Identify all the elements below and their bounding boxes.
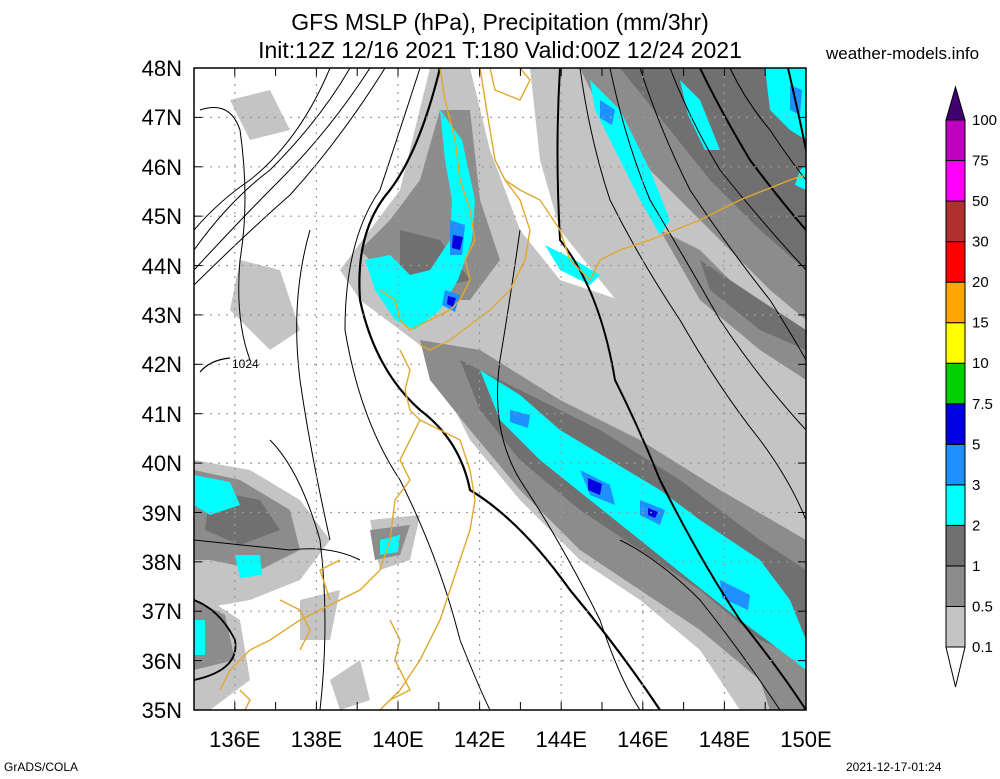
- colorbar-swatch: [945, 241, 966, 283]
- lat-label: 42N: [142, 352, 182, 377]
- lat-label: 47N: [142, 105, 182, 130]
- lon-label: 142E: [454, 727, 505, 752]
- lat-label: 39N: [142, 501, 182, 526]
- colorbar-level-label: 3: [972, 477, 980, 494]
- colorbar-swatch: [945, 524, 966, 567]
- lon-label: 138E: [291, 727, 342, 752]
- footer-credit: GrADS/COLA: [4, 760, 79, 774]
- colorbar-swatch: [945, 565, 966, 607]
- colorbar-level-label: 50: [972, 193, 989, 210]
- lat-label: 40N: [142, 451, 182, 476]
- colorbar-swatch: [945, 200, 966, 243]
- footer-timestamp: 2021-12-17-01:24: [846, 760, 942, 774]
- colorbar-level-label: 2: [972, 517, 980, 534]
- lat-label: 46N: [142, 155, 182, 180]
- lat-axis-labels: 48N 47N 46N 45N 44N 43N 42N 41N 40N 39N …: [142, 56, 182, 723]
- colorbar-top-triangle: [945, 85, 966, 121]
- colorbar-level-label: 1: [972, 558, 980, 575]
- lat-label: 48N: [142, 56, 182, 81]
- colorbar-level-label: 15: [972, 315, 989, 332]
- lat-label: 45N: [142, 204, 182, 229]
- colorbar-level-label: 75: [972, 153, 989, 170]
- colorbar-swatch: [945, 119, 966, 162]
- colorbar-swatch: [945, 160, 966, 202]
- precip-field: [194, 68, 806, 710]
- chart-subtitle: Init:12Z 12/16 2021 T:180 Valid:00Z 12/2…: [258, 37, 742, 63]
- lon-label: 140E: [372, 727, 423, 752]
- lon-label: 146E: [617, 727, 668, 752]
- lat-label: 35N: [142, 698, 182, 723]
- colorbar-level-label: 0.5: [972, 598, 993, 615]
- gridlines: [194, 68, 806, 710]
- lat-label: 43N: [142, 303, 182, 328]
- lat-label: 41N: [142, 402, 182, 427]
- colorbar-swatch: [945, 362, 966, 405]
- colorbar-swatch: [945, 322, 966, 364]
- colorbar-swatch: [945, 605, 966, 648]
- colorbar-level-label: 5: [972, 436, 980, 453]
- colorbar: 0.1 0.5 1 2 3 5 7.5 10 15 20 30 50 75 100: [945, 85, 997, 688]
- colorbar-level-label: 30: [972, 234, 989, 251]
- chart-title: GFS MSLP (hPa), Precipitation (mm/3hr): [291, 9, 709, 35]
- colorbar-level-label: 100: [972, 112, 997, 129]
- isobar-label: 1024: [232, 357, 259, 371]
- colorbar-swatch: [945, 443, 966, 486]
- colorbar-level-label: 0.1: [972, 639, 993, 656]
- colorbar-swatch: [945, 281, 966, 324]
- colorbar-level-label: 20: [972, 274, 989, 291]
- colorbar-level-label: 7.5: [972, 396, 993, 413]
- axis-ticks: [194, 67, 806, 711]
- colorbar-bottom-triangle: [945, 646, 966, 688]
- isobars: [194, 68, 806, 710]
- lon-label: 136E: [209, 727, 260, 752]
- lon-label: 144E: [536, 727, 587, 752]
- lat-label: 37N: [142, 599, 182, 624]
- lat-label: 36N: [142, 649, 182, 674]
- lat-label: 44N: [142, 254, 182, 279]
- map-frame: [193, 67, 807, 711]
- colorbar-level-label: 10: [972, 355, 989, 372]
- lon-axis-labels: 136E 138E 140E 142E 144E 146E 148E 150E: [209, 727, 832, 752]
- coastlines: [219, 68, 806, 710]
- lon-label: 148E: [699, 727, 750, 752]
- colorbar-swatch: [945, 484, 966, 526]
- lon-label: 150E: [780, 727, 831, 752]
- lat-label: 38N: [142, 550, 182, 575]
- site-credit: weather-models.info: [826, 44, 980, 63]
- colorbar-swatch: [945, 403, 966, 445]
